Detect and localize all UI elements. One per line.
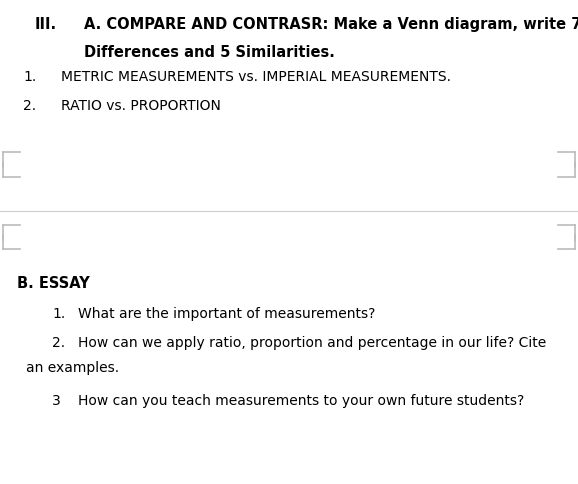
Text: Differences and 5 Similarities.: Differences and 5 Similarities. xyxy=(84,45,335,60)
Text: 2.: 2. xyxy=(52,336,65,350)
Text: III.: III. xyxy=(35,17,57,32)
Text: 2.: 2. xyxy=(23,99,36,113)
Text: A. COMPARE AND CONTRASR: Make a Venn diagram, write 7: A. COMPARE AND CONTRASR: Make a Venn dia… xyxy=(84,17,578,32)
Text: B. ESSAY: B. ESSAY xyxy=(17,276,90,291)
Text: How can you teach measurements to your own future students?: How can you teach measurements to your o… xyxy=(78,394,524,408)
Text: RATIO vs. PROPORTION: RATIO vs. PROPORTION xyxy=(61,99,221,113)
Text: 3: 3 xyxy=(52,394,61,408)
Text: 1.: 1. xyxy=(52,307,65,321)
Text: How can we apply ratio, proportion and percentage in our life? Cite: How can we apply ratio, proportion and p… xyxy=(78,336,546,350)
Text: 1.: 1. xyxy=(23,70,36,84)
Text: METRIC MEASUREMENTS vs. IMPERIAL MEASUREMENTS.: METRIC MEASUREMENTS vs. IMPERIAL MEASURE… xyxy=(61,70,451,84)
Text: What are the important of measurements?: What are the important of measurements? xyxy=(78,307,375,321)
Text: an examples.: an examples. xyxy=(26,361,119,375)
